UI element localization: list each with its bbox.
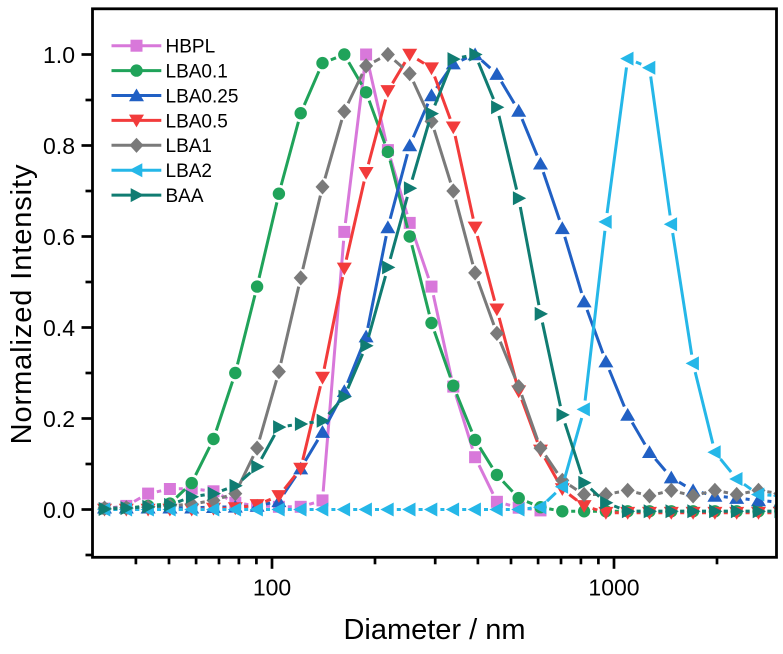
svg-text:0.8: 0.8 xyxy=(43,133,75,159)
svg-text:0.2: 0.2 xyxy=(43,406,75,432)
svg-text:0.6: 0.6 xyxy=(43,224,75,250)
svg-text:0.4: 0.4 xyxy=(43,315,75,341)
svg-text:BAA: BAA xyxy=(166,186,204,207)
svg-text:Normalized Intensity: Normalized Intensity xyxy=(6,164,38,445)
svg-text:HBPL: HBPL xyxy=(166,37,216,58)
svg-text:1.0: 1.0 xyxy=(43,42,75,68)
svg-text:LBA0.25: LBA0.25 xyxy=(166,86,239,107)
svg-text:LBA0.1: LBA0.1 xyxy=(166,62,228,83)
svg-text:0.0: 0.0 xyxy=(43,497,75,523)
svg-text:LBA1: LBA1 xyxy=(166,136,212,157)
svg-text:1000: 1000 xyxy=(588,575,639,601)
svg-text:LBA2: LBA2 xyxy=(166,161,212,182)
svg-text:Diameter / nm: Diameter / nm xyxy=(343,614,525,646)
svg-text:LBA0.5: LBA0.5 xyxy=(166,111,228,132)
svg-text:100: 100 xyxy=(253,575,291,601)
